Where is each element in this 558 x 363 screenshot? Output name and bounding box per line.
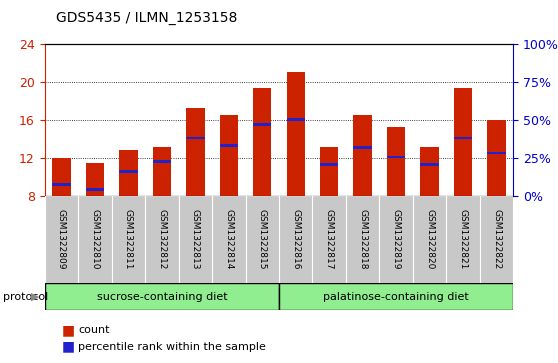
- Bar: [186, 108, 204, 196]
- Text: GSM1322818: GSM1322818: [358, 209, 367, 270]
- Bar: [454, 136, 472, 139]
- Text: palatinose-containing diet: palatinose-containing diet: [323, 292, 469, 302]
- Bar: [253, 123, 271, 126]
- Bar: [112, 196, 145, 283]
- Bar: [78, 196, 112, 283]
- Bar: [353, 115, 372, 196]
- Text: percentile rank within the sample: percentile rank within the sample: [78, 342, 266, 352]
- Bar: [387, 127, 405, 196]
- Bar: [279, 196, 312, 283]
- Text: GSM1322816: GSM1322816: [291, 209, 300, 270]
- Bar: [253, 88, 271, 196]
- Bar: [52, 158, 70, 196]
- Bar: [52, 183, 70, 186]
- Text: GSM1322820: GSM1322820: [425, 209, 434, 270]
- Bar: [413, 196, 446, 283]
- Text: GSM1322809: GSM1322809: [57, 209, 66, 270]
- Bar: [320, 147, 338, 196]
- Bar: [145, 196, 179, 283]
- Text: GSM1322817: GSM1322817: [325, 209, 334, 270]
- Bar: [45, 196, 78, 283]
- Text: count: count: [78, 325, 109, 335]
- Bar: [86, 163, 104, 196]
- Text: GSM1322819: GSM1322819: [392, 209, 401, 270]
- Bar: [119, 170, 137, 172]
- Bar: [153, 160, 171, 163]
- Bar: [279, 283, 513, 310]
- Text: GSM1322810: GSM1322810: [90, 209, 99, 270]
- Text: sucrose-containing diet: sucrose-containing diet: [97, 292, 227, 302]
- Text: GSM1322813: GSM1322813: [191, 209, 200, 270]
- Bar: [446, 196, 480, 283]
- Bar: [86, 188, 104, 191]
- Bar: [179, 196, 212, 283]
- Text: GSM1322811: GSM1322811: [124, 209, 133, 270]
- Text: ■: ■: [61, 323, 75, 337]
- Bar: [421, 147, 439, 196]
- Bar: [246, 196, 279, 283]
- Bar: [346, 196, 379, 283]
- Bar: [45, 283, 279, 310]
- Bar: [287, 118, 305, 121]
- Bar: [488, 152, 506, 155]
- Bar: [186, 136, 204, 139]
- Bar: [212, 196, 246, 283]
- Text: GSM1322815: GSM1322815: [258, 209, 267, 270]
- Bar: [287, 72, 305, 196]
- Bar: [454, 88, 472, 196]
- Bar: [119, 150, 137, 196]
- Text: GSM1322812: GSM1322812: [157, 209, 166, 270]
- Text: ▶: ▶: [31, 292, 39, 302]
- Text: ■: ■: [61, 340, 75, 354]
- Bar: [387, 156, 405, 158]
- Text: GSM1322814: GSM1322814: [224, 209, 233, 270]
- Bar: [153, 147, 171, 196]
- Bar: [320, 163, 338, 166]
- Bar: [488, 120, 506, 196]
- Bar: [421, 163, 439, 166]
- Bar: [480, 196, 513, 283]
- Text: GDS5435 / ILMN_1253158: GDS5435 / ILMN_1253158: [56, 11, 237, 25]
- Text: protocol: protocol: [3, 292, 48, 302]
- Bar: [219, 144, 238, 147]
- Bar: [353, 146, 372, 149]
- Text: GSM1322821: GSM1322821: [459, 209, 468, 270]
- Bar: [219, 115, 238, 196]
- Bar: [379, 196, 413, 283]
- Bar: [312, 196, 346, 283]
- Text: GSM1322822: GSM1322822: [492, 209, 501, 270]
